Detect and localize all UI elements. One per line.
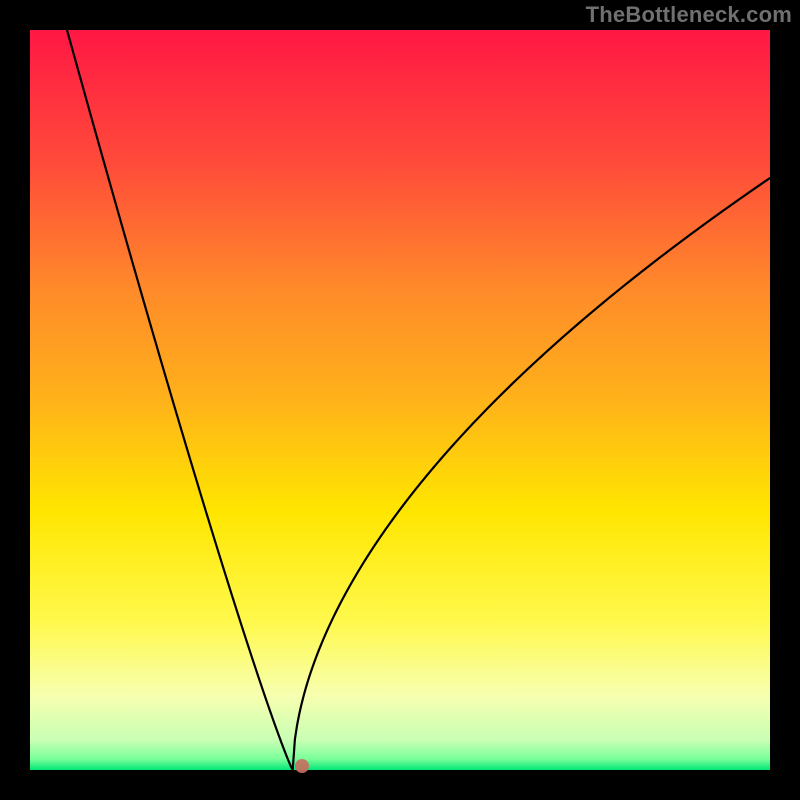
chart-frame: TheBottleneck.com [0,0,800,800]
bottleneck-plot [30,30,770,770]
watermark-text: TheBottleneck.com [586,2,792,28]
plot-background [30,30,770,770]
optimum-marker [295,759,309,773]
